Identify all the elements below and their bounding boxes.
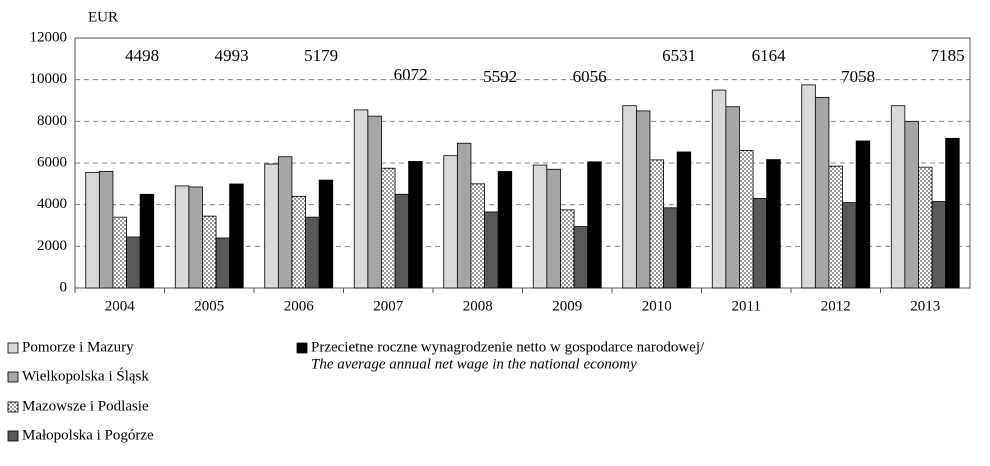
bar: [711, 89, 727, 289]
bar: [174, 185, 190, 289]
bar: [126, 236, 141, 289]
bar: [766, 159, 781, 289]
y-tick-label: 4000: [37, 196, 67, 212]
bar: [353, 109, 369, 289]
bar: [215, 237, 231, 289]
x-tick-label: 2008: [463, 298, 493, 314]
legend-swatch: [7, 342, 19, 354]
bar: [443, 155, 458, 289]
bar: [456, 142, 472, 289]
value-label: 5592: [483, 67, 517, 86]
bar: [752, 198, 768, 289]
bar: [842, 202, 857, 289]
y-tick-label: 8000: [37, 113, 67, 129]
bar: [904, 120, 919, 289]
legend-label: Pomorze i Mazury: [22, 339, 134, 355]
value-label: 6164: [752, 46, 787, 65]
x-tick-label: 2006: [284, 298, 315, 314]
y-axis-label: EUR: [88, 9, 118, 25]
bar: [305, 216, 320, 289]
bar: [291, 195, 306, 289]
bar: [635, 110, 651, 289]
bar: [318, 179, 334, 289]
bar: [663, 207, 678, 289]
legend-swatch: [7, 371, 19, 383]
value-label: 4993: [215, 46, 249, 65]
bar: [560, 209, 575, 289]
x-tick-label: 2009: [552, 298, 582, 314]
value-label: 7185: [931, 46, 965, 65]
y-tick-label: 6000: [37, 154, 67, 170]
bar: [229, 183, 244, 289]
bar: [676, 151, 692, 289]
bar: [573, 226, 589, 289]
y-tick-label: 12000: [30, 29, 68, 45]
bar: [367, 115, 382, 289]
x-tick-label: 2012: [821, 298, 851, 314]
value-label: 5179: [304, 46, 338, 65]
bar: [85, 171, 100, 289]
bar: [112, 216, 127, 289]
bar: [739, 150, 754, 289]
bar: [814, 96, 830, 289]
legend-label: Przecietne roczne wynagrodzenie netto w …: [311, 339, 705, 355]
value-label: 7058: [841, 67, 875, 86]
x-tick-label: 2010: [642, 298, 672, 314]
legend-label: Wielkopolska i Śląsk: [22, 367, 149, 384]
value-label: 6531: [662, 46, 696, 65]
bar: [532, 164, 548, 289]
x-tick-label: 2007: [373, 298, 404, 314]
bar: [622, 105, 637, 289]
legend-swatch: [296, 342, 308, 354]
bar: [484, 211, 499, 289]
bar: [202, 215, 217, 289]
legend-swatch: [7, 401, 19, 413]
bar: [918, 166, 933, 289]
y-tick-label: 0: [60, 279, 68, 295]
x-tick-label: 2004: [105, 298, 136, 314]
bar: [828, 165, 843, 289]
bar: [277, 156, 293, 289]
legend-label-translation: The average annual net wage in the natio…: [311, 356, 637, 372]
y-tick-label: 2000: [37, 238, 67, 254]
bar: [546, 168, 561, 289]
bar: [801, 84, 816, 289]
legend-label: Mazowsze i Podlasie: [22, 398, 149, 414]
legend-swatch: [7, 430, 19, 442]
bar: [381, 167, 396, 289]
bar: [855, 140, 871, 289]
value-label: 4498: [125, 46, 159, 65]
x-tick-label: 2013: [910, 298, 940, 314]
x-tick-label: 2005: [194, 298, 224, 314]
y-tick-label: 10000: [30, 71, 68, 87]
bar: [945, 137, 960, 289]
bar: [139, 193, 155, 289]
value-label: 6056: [573, 67, 607, 86]
value-label: 6072: [394, 65, 428, 84]
bar: [98, 170, 114, 289]
bar: [408, 161, 423, 289]
bar: [649, 159, 664, 289]
bar: [725, 106, 740, 289]
bar: [890, 105, 906, 289]
legend-label: Małopolska i Pogórze: [22, 427, 154, 443]
bar: [587, 161, 602, 289]
bar: [497, 171, 513, 289]
bar: [188, 186, 203, 289]
bar: [931, 201, 947, 289]
bar: [470, 183, 485, 289]
x-tick-label: 2011: [732, 298, 761, 314]
bar: [394, 193, 410, 289]
bar: [264, 163, 279, 289]
